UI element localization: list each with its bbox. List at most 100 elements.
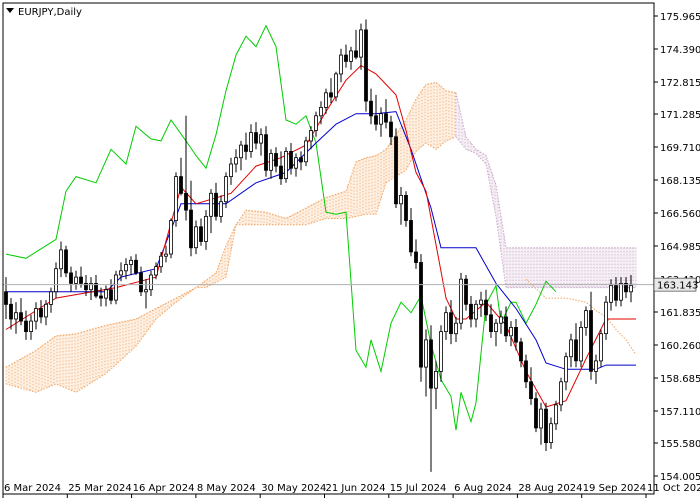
candle-body — [354, 50, 358, 58]
candle-body — [259, 134, 263, 144]
candle-body — [394, 136, 398, 205]
candle-body — [539, 408, 543, 429]
candle-body — [559, 381, 563, 406]
candle-body — [104, 289, 108, 299]
y-tick-label: 166.560 — [660, 209, 700, 220]
candle-body — [204, 215, 208, 242]
candle-body — [144, 289, 148, 293]
current-price-label: 163.143 — [657, 281, 698, 292]
symbol-header: EURJPY,Daily — [6, 7, 82, 18]
candle-body — [469, 303, 473, 320]
candle-body — [294, 157, 298, 169]
candle-body — [94, 282, 98, 297]
chart-menu-triangle-icon[interactable] — [6, 8, 14, 13]
cloud-bearish-segment-upper-line — [455, 92, 636, 249]
x-tick-label: 28 Aug 2024 — [518, 483, 582, 494]
candle-body — [159, 255, 163, 268]
candle-body — [609, 285, 613, 303]
candle-body — [209, 192, 213, 217]
current-price-box — [653, 277, 697, 292]
y-tick-label: 155.580 — [660, 439, 700, 450]
candle-body — [514, 326, 518, 343]
candle-body — [64, 249, 68, 274]
candle-body — [404, 194, 408, 221]
candle-body — [369, 100, 373, 117]
y-tick-label: 171.285 — [660, 110, 700, 121]
candle-body — [549, 423, 553, 444]
y-tick-label: 168.135 — [660, 176, 700, 187]
x-tick-label: 30 May 2024 — [261, 483, 326, 494]
candle-body — [599, 333, 603, 362]
candle-body — [244, 144, 248, 152]
y-tick-label: 164.985 — [660, 242, 700, 253]
candle-body — [554, 404, 558, 425]
candle-body — [384, 113, 388, 123]
candle-body — [269, 153, 273, 171]
candle-body — [229, 163, 233, 178]
candle-body — [179, 176, 183, 194]
candle-body — [19, 312, 23, 322]
candle-body — [264, 134, 268, 171]
candle-body — [489, 314, 493, 332]
candle-body — [479, 299, 483, 305]
candle-body — [199, 226, 203, 242]
y-tick-label: 161.835 — [660, 308, 700, 319]
y-tick-label: 169.710 — [660, 143, 700, 154]
price-candles — [4, 19, 633, 472]
candle-body — [604, 301, 608, 335]
x-tick-label: 19 Sep 2024 — [583, 483, 646, 494]
candle-body — [59, 249, 63, 270]
candle-body — [424, 339, 428, 368]
candle-body — [224, 176, 228, 203]
candle-body — [54, 268, 58, 293]
candle-body — [419, 261, 423, 368]
candle-body — [329, 92, 333, 98]
candle-body — [534, 398, 538, 429]
candle-body — [314, 115, 318, 131]
x-tick-label: 6 Mar 2024 — [4, 483, 61, 494]
cloud-bullish-segment-upper-line — [5, 148, 387, 368]
candle-body — [134, 259, 138, 274]
candle-body — [454, 322, 458, 335]
candle-body — [434, 370, 438, 389]
candle-body — [239, 144, 243, 159]
cloud-bullish-segment-upper-line — [385, 81, 457, 150]
candle-body — [374, 115, 378, 125]
candle-body — [324, 92, 328, 108]
current-price-tag: 163.143 — [653, 277, 698, 292]
y-tick-label: 157.110 — [660, 407, 700, 418]
cloud-bullish-segment-lower-line — [385, 136, 457, 184]
candle-body — [414, 251, 418, 263]
candle-body — [349, 50, 353, 62]
candle-body — [594, 360, 598, 372]
x-tick-label: 16 Apr 2024 — [133, 483, 195, 494]
cloud-bullish-segment-lower-line — [5, 182, 387, 393]
candle-body — [494, 322, 498, 333]
candle-body — [249, 132, 253, 152]
candle-body — [524, 360, 528, 383]
candle-body — [499, 316, 503, 324]
cloud-bullish-segment-fill — [6, 149, 386, 393]
candle-body — [449, 312, 453, 335]
candle-body — [34, 308, 38, 322]
candle-body — [84, 282, 88, 291]
candle-body — [519, 341, 523, 362]
candle-body — [459, 278, 463, 324]
candle-body — [154, 266, 158, 276]
candle-body — [439, 331, 443, 372]
candle-body — [234, 157, 238, 165]
x-tick-label: 8 May 2024 — [197, 483, 256, 494]
candle-body — [584, 310, 588, 328]
candle-body — [274, 153, 278, 167]
candle-body — [49, 291, 53, 305]
candle-body — [364, 29, 368, 102]
candle-body — [284, 150, 288, 179]
candle-body — [189, 209, 193, 249]
candle-body — [334, 73, 338, 98]
candle-body — [79, 276, 83, 284]
candle-body — [44, 303, 48, 318]
candle-body — [339, 54, 343, 75]
candle-body — [399, 194, 403, 205]
candle-body — [624, 282, 628, 293]
